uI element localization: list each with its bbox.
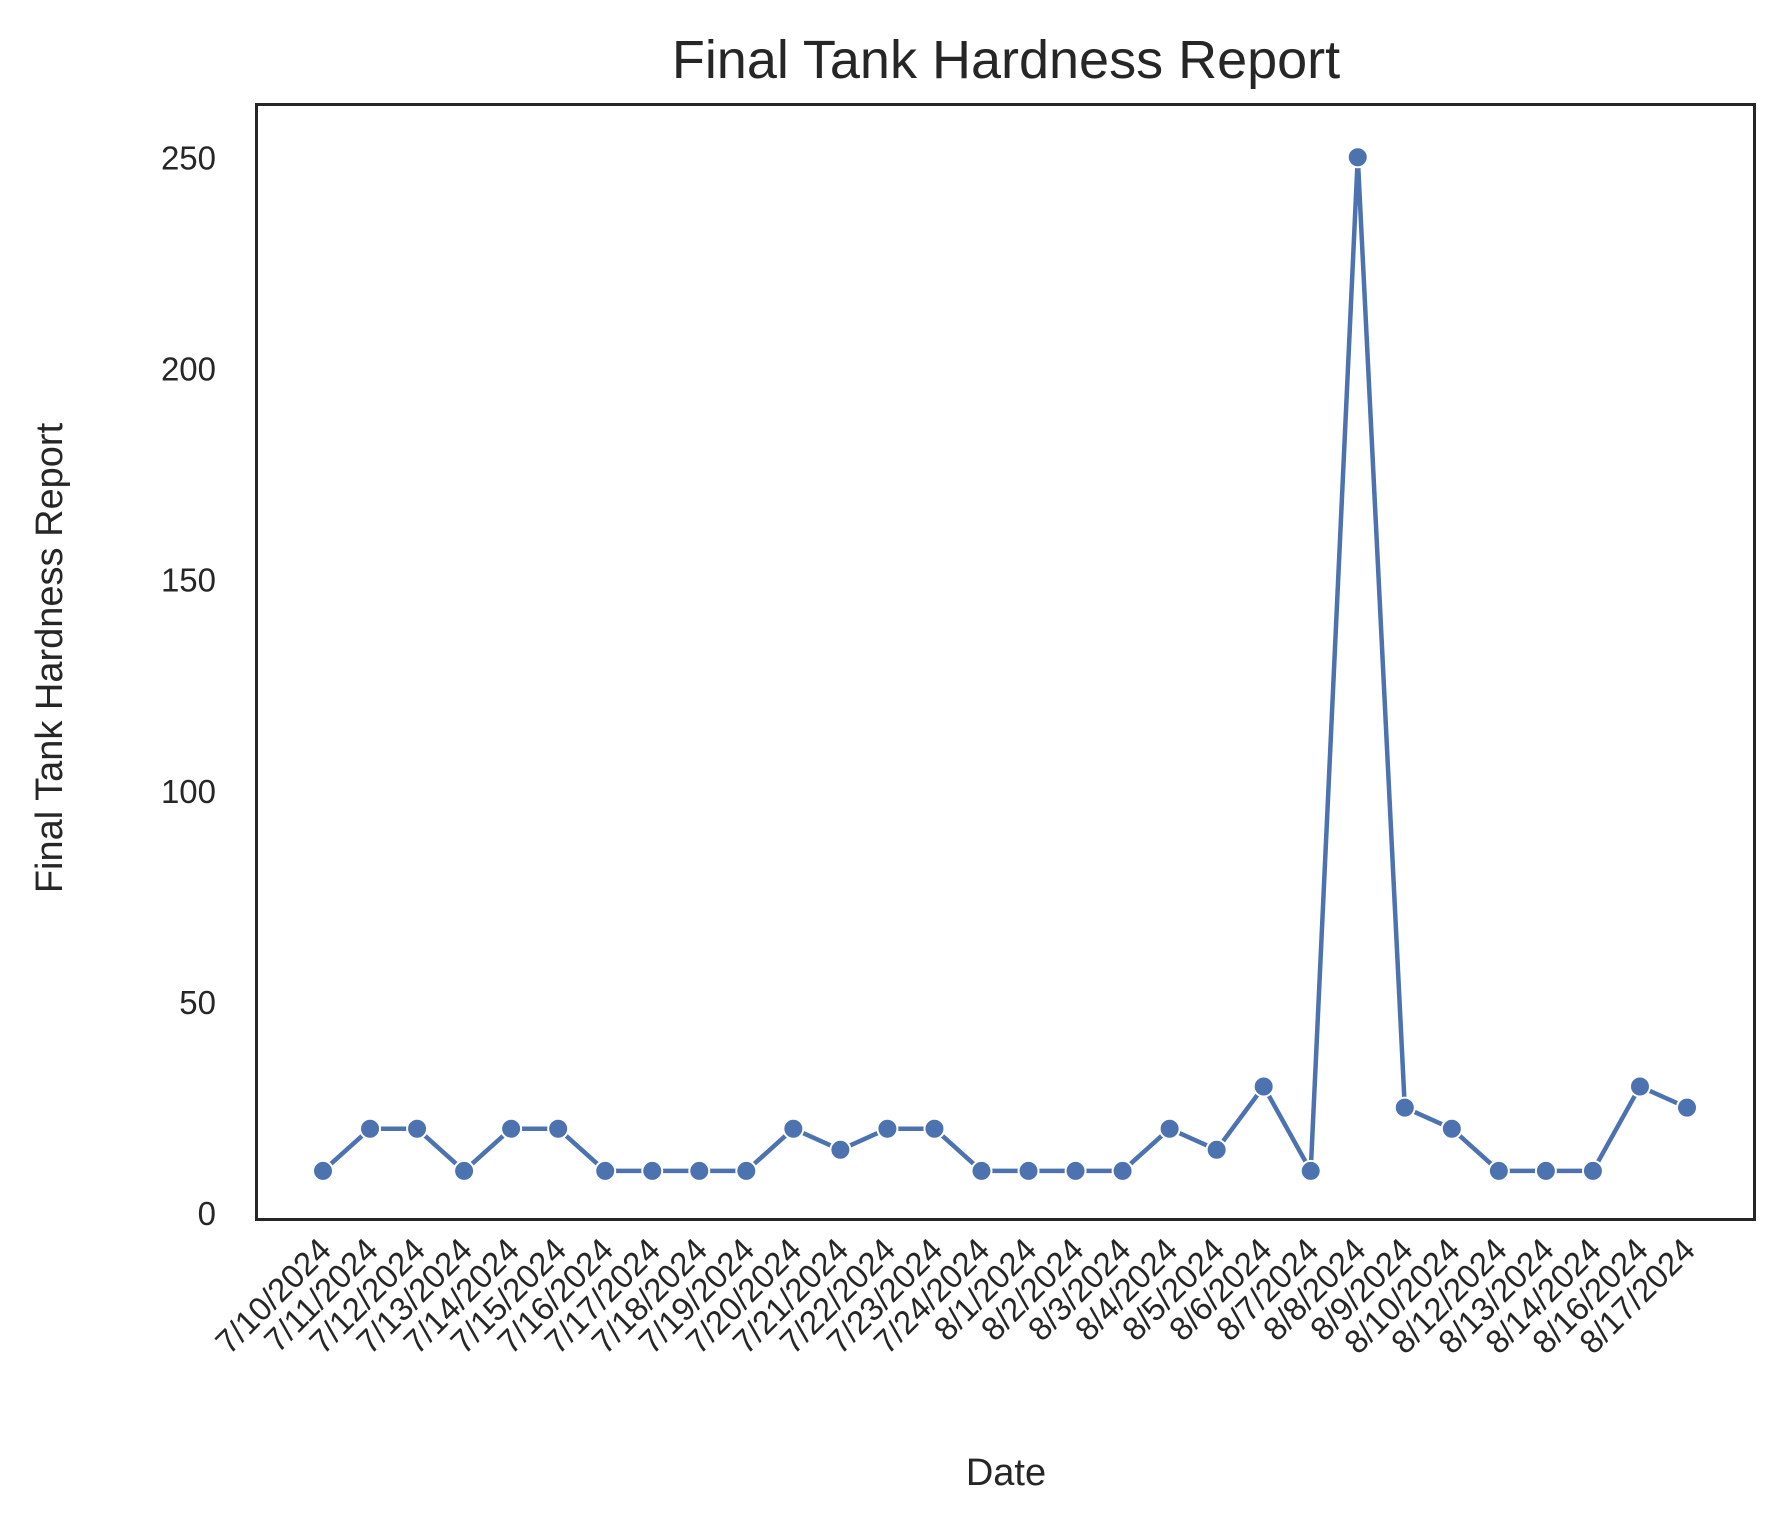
data-point xyxy=(1064,1159,1087,1182)
data-point xyxy=(641,1159,664,1182)
y-tick-label: 200 xyxy=(161,350,216,387)
chart-title: Final Tank Hardness Report xyxy=(672,30,1340,90)
data-point xyxy=(876,1117,899,1140)
data-point xyxy=(1017,1159,1040,1182)
y-tick-label: 0 xyxy=(198,1195,216,1232)
series-line xyxy=(320,155,1690,1174)
data-point xyxy=(406,1117,429,1140)
y-tick-label: 250 xyxy=(161,139,216,176)
data-point xyxy=(312,1159,334,1182)
x-tick-labels: 7/10/20247/11/20247/12/20247/13/20247/14… xyxy=(208,1231,1702,1361)
data-point xyxy=(1346,146,1369,169)
data-point xyxy=(970,1159,993,1182)
data-point xyxy=(547,1117,570,1140)
data-point xyxy=(1205,1138,1228,1161)
data-point xyxy=(829,1138,852,1161)
data-point xyxy=(1534,1159,1557,1182)
data-point xyxy=(500,1117,523,1140)
y-tick-label: 150 xyxy=(161,562,216,599)
data-point xyxy=(594,1159,617,1182)
data-point xyxy=(453,1159,476,1182)
y-axis-label: Final Tank Hardness Report xyxy=(29,422,71,893)
plot-frame xyxy=(255,103,1756,1221)
data-points xyxy=(312,146,1698,1182)
data-point xyxy=(1676,1096,1698,1119)
data-point xyxy=(359,1117,382,1140)
data-point xyxy=(1487,1159,1510,1182)
data-point xyxy=(735,1159,758,1182)
data-point xyxy=(923,1117,946,1140)
data-point xyxy=(1111,1159,1134,1182)
data-point xyxy=(782,1117,805,1140)
data-point xyxy=(1581,1159,1604,1182)
data-point xyxy=(1299,1159,1322,1182)
data-point xyxy=(1628,1075,1651,1098)
data-point xyxy=(1393,1096,1416,1119)
data-point xyxy=(1158,1117,1181,1140)
data-point xyxy=(688,1159,711,1182)
y-tick-labels: 0 50 100 150 200 250 xyxy=(161,139,216,1232)
data-point xyxy=(1252,1075,1275,1098)
y-tick-label: 50 xyxy=(179,984,216,1021)
y-tick-label: 100 xyxy=(161,773,216,810)
x-axis-label: Date xyxy=(966,1452,1046,1494)
data-point xyxy=(1440,1117,1463,1140)
